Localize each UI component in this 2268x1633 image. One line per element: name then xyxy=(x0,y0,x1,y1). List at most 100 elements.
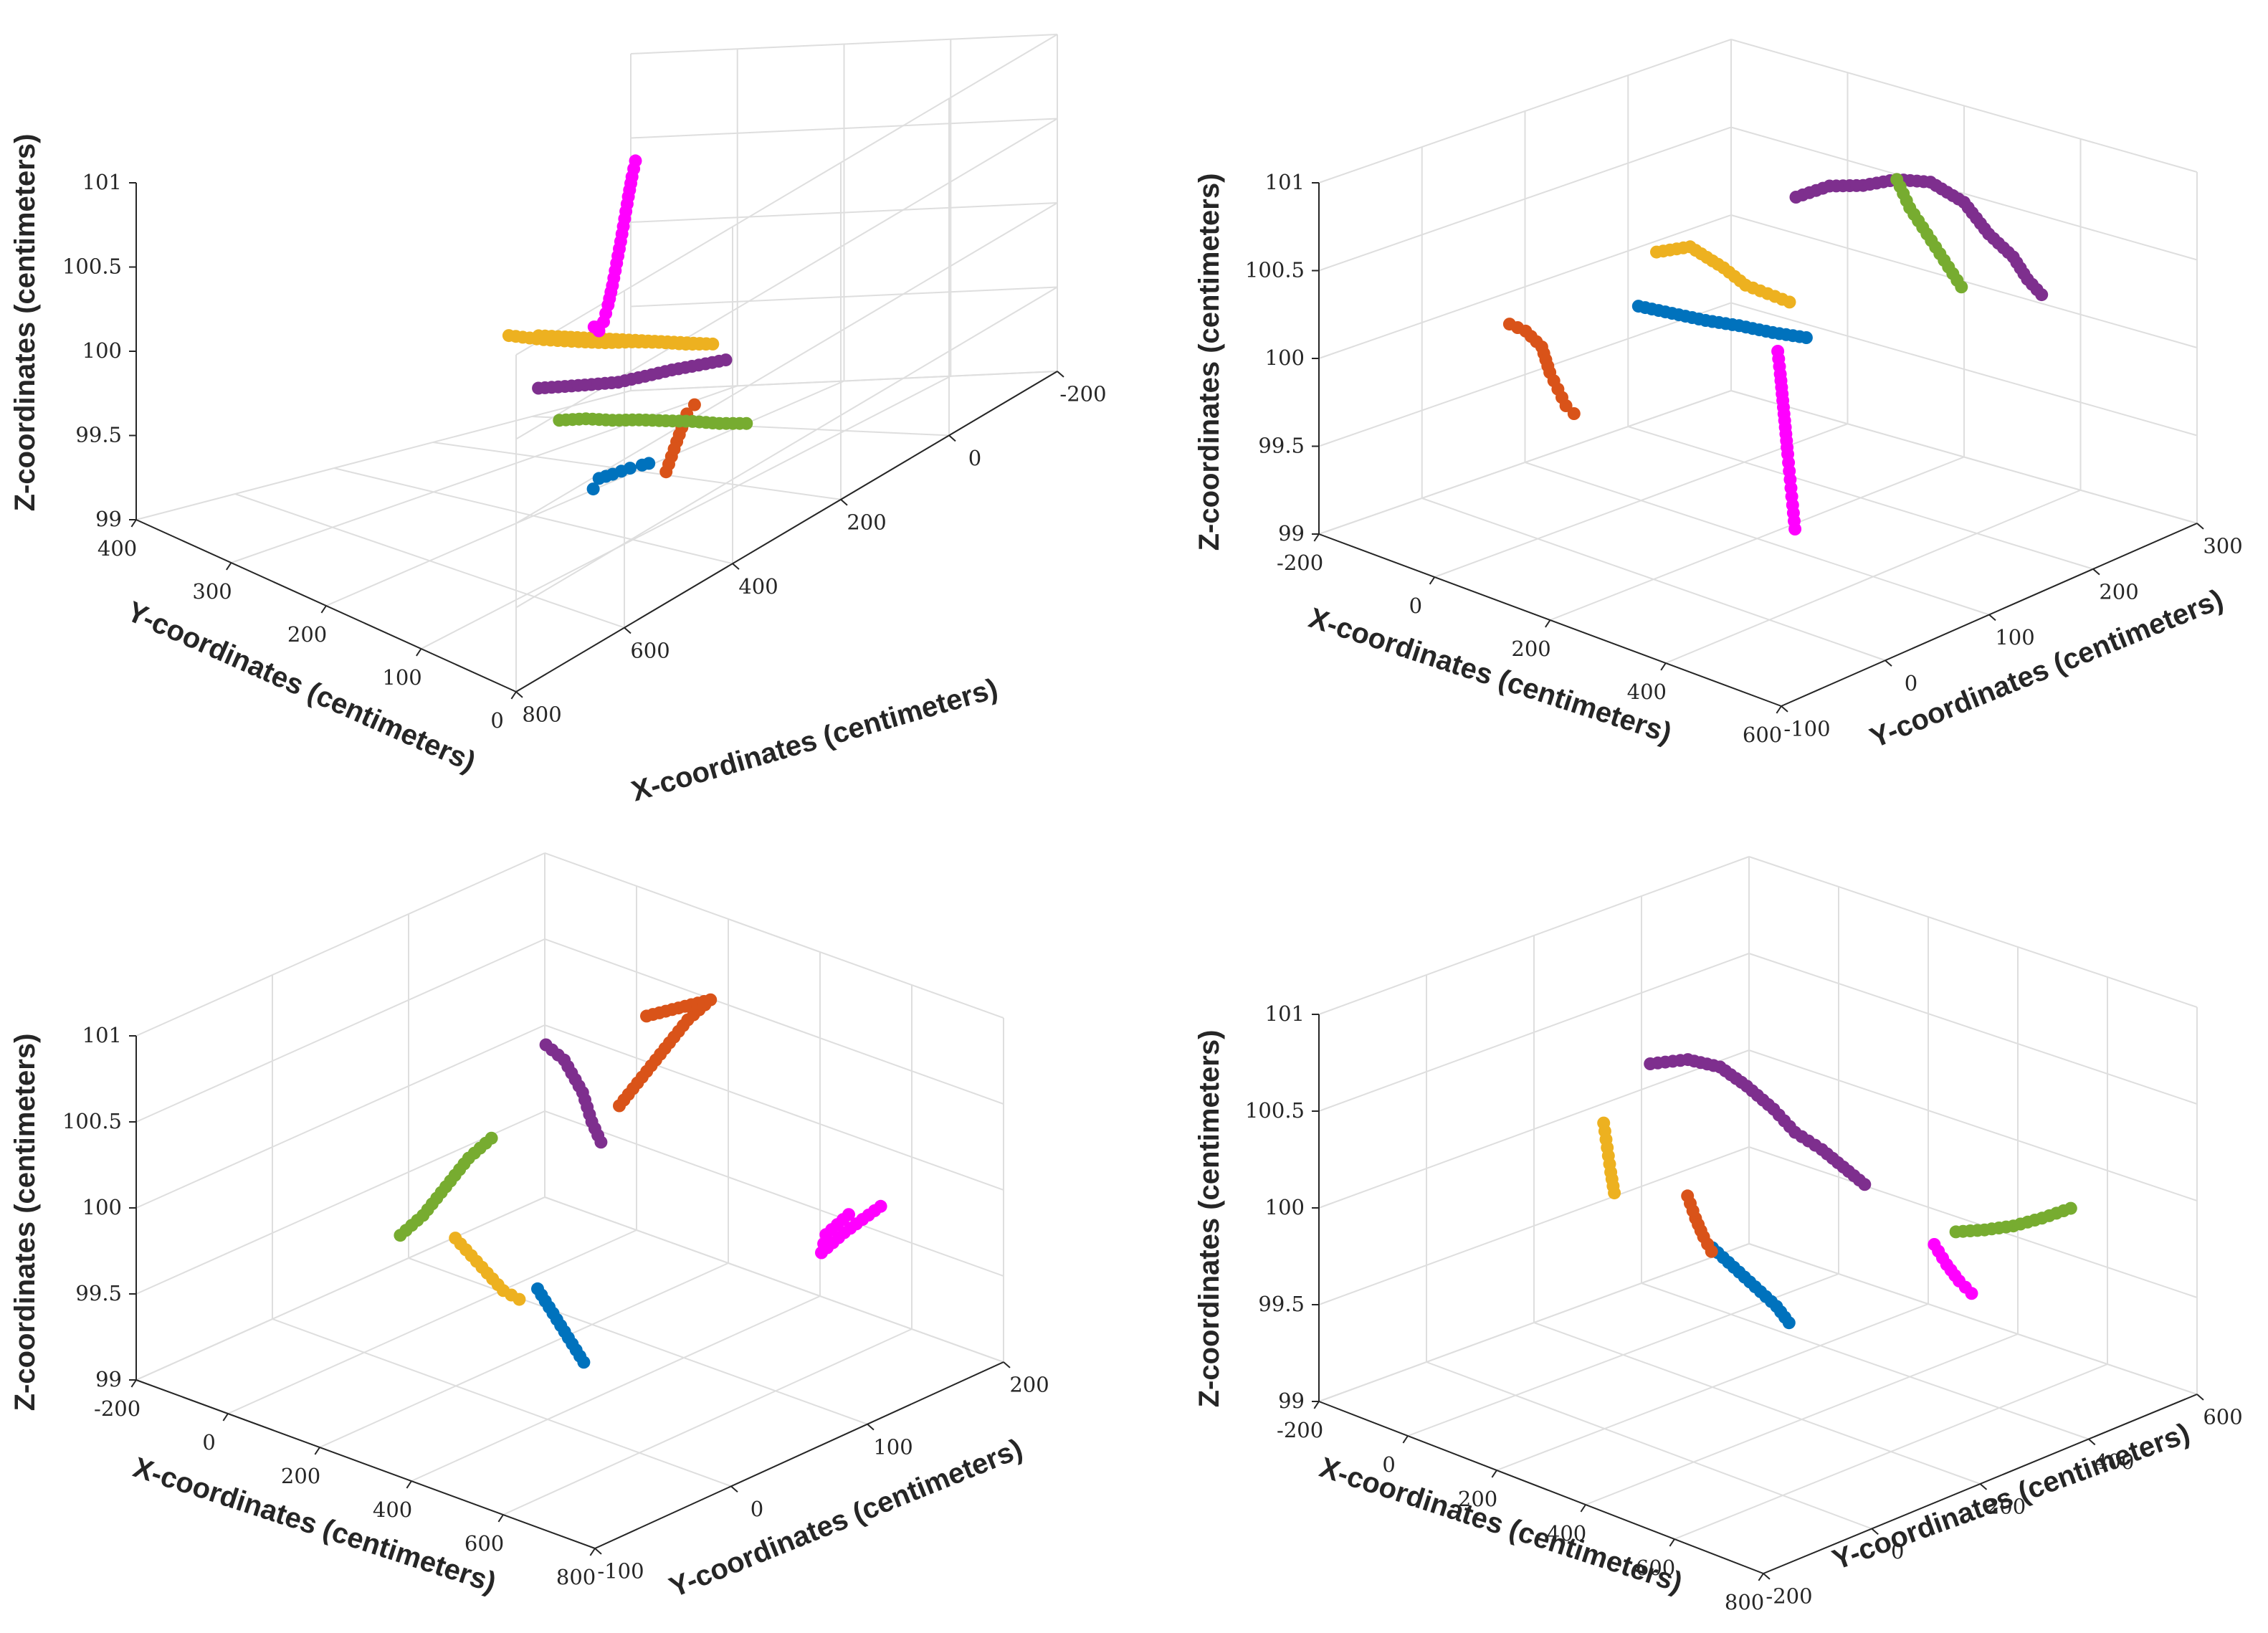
data-point xyxy=(1781,441,1794,454)
y-tick-mark xyxy=(867,1423,875,1431)
grid-line xyxy=(544,852,1004,1019)
data-point xyxy=(1743,1275,1757,1289)
data-point xyxy=(1773,360,1786,373)
series-green xyxy=(394,1131,498,1242)
z-tick-label: 100 xyxy=(82,338,122,363)
data-point xyxy=(1606,1179,1620,1193)
grid-line xyxy=(1318,1146,1750,1305)
grid-line xyxy=(1641,1282,2090,1440)
data-point xyxy=(505,1288,518,1302)
data-point xyxy=(1530,335,1543,348)
data-point xyxy=(1971,1224,1984,1237)
data-point xyxy=(1958,1280,1972,1294)
x-tick-label: 0 xyxy=(968,446,981,470)
data-point xyxy=(868,1204,882,1217)
y-tick-label: 600 xyxy=(2203,1405,2242,1429)
series-orange xyxy=(613,993,718,1113)
x-tick-label: -200 xyxy=(1277,1418,1323,1442)
series-purple xyxy=(1789,173,2049,302)
grid-line xyxy=(544,1110,1004,1277)
data-point xyxy=(479,1136,492,1150)
x-tick-mark xyxy=(1402,1435,1409,1444)
y-tick-mark xyxy=(2196,1394,2204,1401)
x-tick-mark xyxy=(1660,662,1667,671)
y-tick-label: -200 xyxy=(1766,1584,1812,1609)
grid-line xyxy=(135,1024,545,1209)
data-point xyxy=(1511,321,1525,334)
x-tick-label: 400 xyxy=(373,1498,412,1522)
y-tick-label: 200 xyxy=(1986,1495,2026,1519)
z-tick-label: 99 xyxy=(95,1367,122,1391)
y-tick-label: -100 xyxy=(597,1559,644,1584)
z-axis-label: Z-coordinates (centimeters) xyxy=(9,1034,41,1411)
series-orange xyxy=(1681,1189,1718,1258)
x-tick-mark xyxy=(1776,705,1782,714)
z-tick-label: 99 xyxy=(1278,1389,1305,1413)
grid xyxy=(1318,856,2198,1574)
data-point xyxy=(551,1048,565,1062)
z-tick-label: 100 xyxy=(1265,346,1305,370)
data-point xyxy=(491,1278,505,1292)
grid-line xyxy=(1318,856,1750,1015)
data-point xyxy=(551,380,565,394)
grid-line xyxy=(1730,126,2198,261)
grid-line xyxy=(515,286,1058,609)
grid-line xyxy=(502,1328,913,1515)
grid-line xyxy=(1627,426,2094,570)
data-point xyxy=(2001,246,2015,260)
data-point xyxy=(619,204,633,218)
data-point xyxy=(678,999,692,1013)
data-point xyxy=(652,414,666,427)
grid-line xyxy=(1318,390,1732,535)
x-axis-label: X-coordinates (centimeters) xyxy=(628,672,1001,807)
axis-line xyxy=(594,1361,1004,1549)
grid-line xyxy=(1730,390,2198,524)
series-orange xyxy=(1502,318,1581,420)
z-tick-label: 101 xyxy=(1265,1001,1305,1026)
x-tick-mark xyxy=(130,1379,137,1388)
data-point xyxy=(677,1019,690,1032)
z-tick-label: 99 xyxy=(1278,521,1305,546)
data-point xyxy=(642,457,656,470)
data-point xyxy=(1925,234,1938,247)
data-point xyxy=(1694,1224,1707,1237)
data-point xyxy=(1917,175,1930,189)
x-axis-label: X-coordinates (centimeters) xyxy=(1305,602,1676,749)
grid-line xyxy=(1525,462,1990,616)
z-tick-label: 100.5 xyxy=(1245,258,1305,282)
x-tick-mark xyxy=(497,1514,504,1523)
y-tick-mark xyxy=(1763,1573,1771,1580)
grid-line xyxy=(544,1196,1004,1363)
data-point xyxy=(586,482,600,496)
y-tick-mark xyxy=(1979,1483,1988,1490)
z-axis-label: Z-coordinates (centimeters) xyxy=(9,134,41,512)
data-point xyxy=(1659,305,1672,319)
x-tick-mark xyxy=(1313,533,1320,542)
series-green xyxy=(553,412,753,430)
data-point xyxy=(605,376,619,389)
data-point xyxy=(587,320,601,334)
series-magenta xyxy=(1928,1238,1978,1300)
z-tick-label: 100 xyxy=(82,1195,122,1219)
grid-line xyxy=(325,380,844,606)
data-point xyxy=(1735,1075,1748,1089)
data-point xyxy=(1809,1138,1822,1152)
data-point xyxy=(2030,282,2044,296)
data-point xyxy=(1783,465,1796,478)
x-tick-mark xyxy=(1313,1401,1320,1409)
y-tick-mark xyxy=(2092,568,2100,576)
data-point xyxy=(2017,267,2031,280)
data-point xyxy=(1722,1256,1735,1269)
data-point xyxy=(1852,1173,1866,1187)
data-point xyxy=(1952,192,1966,206)
x-tick-label: 400 xyxy=(1547,1521,1586,1546)
y-tick-label: 100 xyxy=(382,665,421,690)
data-point xyxy=(1701,1237,1715,1251)
y-tick-label: 400 xyxy=(97,536,137,561)
x-tick-mark xyxy=(406,1480,412,1489)
z-axis-label: Z-coordinates (centimeters) xyxy=(1193,173,1225,551)
x-tick-mark xyxy=(732,563,740,570)
x-tick-mark xyxy=(589,1548,596,1556)
